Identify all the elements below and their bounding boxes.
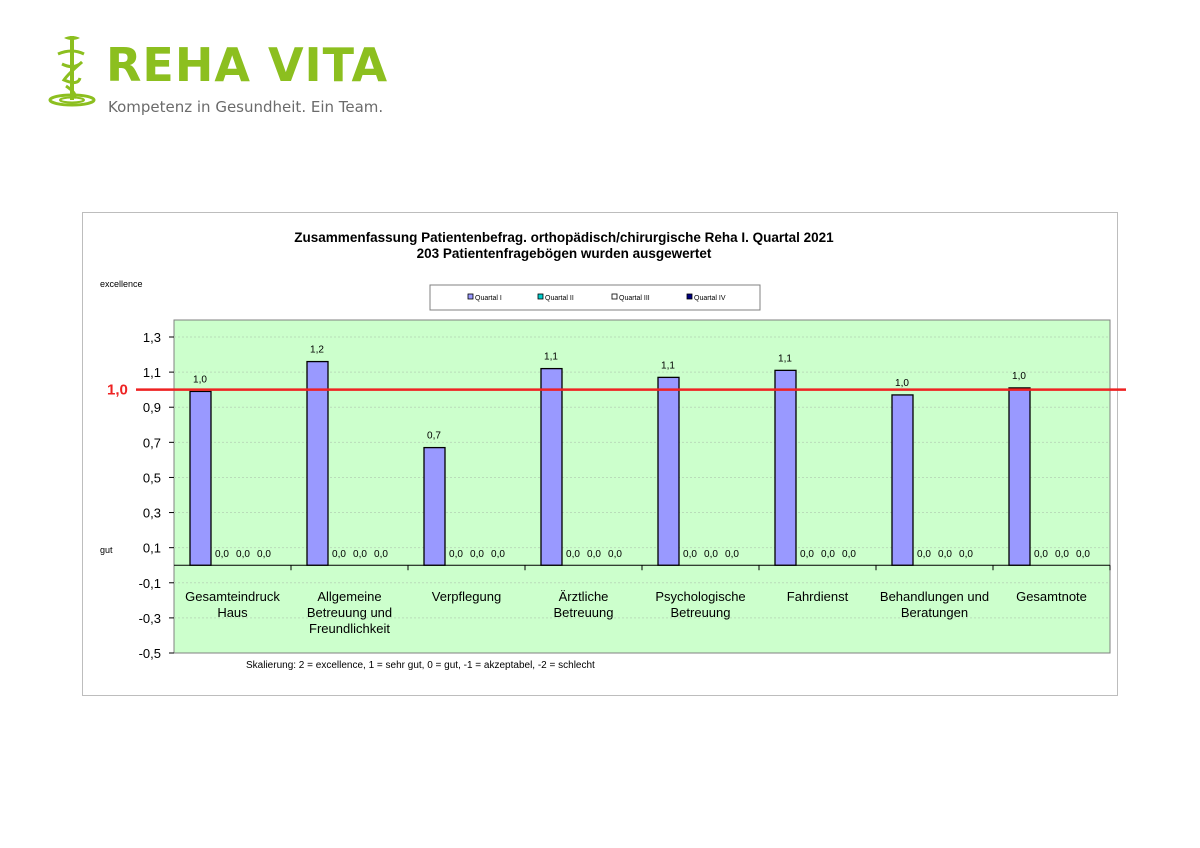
reha-vita-logo: REHA VITA Kompetenz in Gesundheit. Ein T… [44, 34, 404, 124]
legend: Quartal I Quartal II Quartal III Quartal IV [429, 284, 761, 311]
bar-quartal-1 [540, 367, 563, 566]
chart-title: Zusammenfassung Patientenbefrag. orthopä… [294, 230, 834, 245]
bar-data-label: 0,0 [683, 549, 697, 560]
chart-footnote: Skalierung: 2 = excellence, 1 = sehr gut… [246, 660, 595, 671]
bar-quartal-1 [189, 390, 212, 566]
category-label: Ärztliche Betreuung [554, 589, 614, 620]
bar-data-label: 0,7 [427, 431, 441, 442]
bar-data-label: 1,1 [661, 360, 675, 371]
category-label-line: Betreuung [554, 605, 614, 620]
reference-line-label: 1,0 [107, 382, 128, 399]
category-label: Gesamtnote [1016, 589, 1087, 604]
chart-subtitle: 203 Patientenfragebögen wurden ausgewert… [417, 246, 712, 261]
bar-data-label: 0,0 [491, 549, 505, 560]
bar-data-label: 0,0 [236, 549, 250, 560]
bar-quartal-1 [774, 369, 797, 566]
bar-data-label: 0,0 [917, 549, 931, 560]
bar-data-label: 0,0 [587, 549, 601, 560]
y-tick-label: 0,5 [143, 470, 161, 485]
category-label-line: Betreuung [671, 605, 731, 620]
legend-swatch [611, 293, 618, 300]
bar-data-label: 0,0 [1034, 549, 1048, 560]
bar-data-label: 0,0 [842, 549, 856, 560]
bar-data-label: 0,0 [959, 549, 973, 560]
bar-data-label: 0,0 [725, 549, 739, 560]
bar-data-label: 1,0 [1012, 371, 1026, 382]
bar-data-label: 0,0 [1076, 549, 1090, 560]
bar-data-label: 1,1 [544, 352, 558, 363]
legend-swatch [537, 293, 544, 300]
category-label-line: Gesamtnote [1016, 589, 1087, 604]
category-label: Verpflegung [432, 589, 501, 604]
y-tick-label: 1,3 [143, 330, 161, 345]
bar-data-label: 0,0 [449, 549, 463, 560]
y-tick-label: -0,5 [139, 646, 161, 661]
bar-data-label: 1,0 [193, 374, 207, 385]
bar-quartal-1 [1008, 387, 1031, 566]
bar-data-label: 0,0 [821, 549, 835, 560]
legend-label: Quartal I [475, 295, 502, 302]
bar-data-label: 0,0 [1055, 549, 1069, 560]
bar-data-label: 0,0 [470, 549, 484, 560]
legend-swatch [467, 293, 474, 300]
bar-data-label: 0,0 [374, 549, 388, 560]
bar-data-label: 0,0 [608, 549, 622, 560]
category-label-line: Haus [217, 605, 248, 620]
bar-quartal-1 [891, 394, 914, 566]
legend-box [429, 284, 761, 311]
category-label-line: Betreuung und [307, 605, 392, 620]
bar-quartal-1 [657, 376, 680, 566]
legend-label: Quartal IV [694, 295, 726, 302]
bar-data-label: 0,0 [353, 549, 367, 560]
category-label-line: Fahrdienst [787, 589, 849, 604]
bar-data-label: 0,0 [704, 549, 718, 560]
category-label-line: Gesamteindruck [185, 589, 280, 604]
category-label-line: Behandlungen und [880, 589, 989, 604]
category-label: Gesamteindruck Haus [185, 589, 280, 620]
chart-container [82, 212, 1118, 696]
y-tick-label: 0,7 [143, 435, 161, 450]
bar-data-label: 1,2 [310, 345, 324, 356]
bar-data-label: 0,0 [938, 549, 952, 560]
y-tick-label: -0,1 [139, 576, 161, 591]
y-tick-label: 1,1 [143, 365, 161, 380]
bar-quartal-1 [423, 446, 446, 566]
plot-area [173, 319, 1111, 654]
bar-data-label: 0,0 [800, 549, 814, 560]
bar-data-label: 0,0 [215, 549, 229, 560]
bar-data-label: 0,0 [332, 549, 346, 560]
category-label-line: Ärztliche [559, 589, 609, 604]
bar-data-label: 0,0 [566, 549, 580, 560]
y-tick-label: 0,9 [143, 400, 161, 415]
category-label: Fahrdienst [787, 589, 849, 604]
category-label-line: Verpflegung [432, 589, 501, 604]
aesculapius-staff-icon [48, 36, 96, 107]
legend-label: Quartal II [545, 295, 574, 302]
bar-data-label: 0,0 [257, 549, 271, 560]
category-label-line: Freundlichkeit [309, 621, 390, 636]
logo-tagline: Kompetenz in Gesundheit. Ein Team. [108, 98, 384, 116]
category-label: Psychologische Betreuung [655, 589, 745, 620]
category-label: Behandlungen und Beratungen [880, 589, 989, 620]
bar-data-label: 1,0 [895, 378, 909, 389]
y-tick-label: 0,3 [143, 506, 161, 521]
legend-label: Quartal III [619, 295, 650, 302]
y-side-label-excellence: excellence [100, 279, 143, 289]
y-tick-label: 0,1 [143, 541, 161, 556]
category-label-line: Psychologische [655, 589, 745, 604]
bar-quartal-1 [306, 360, 329, 566]
y-side-label-gut: gut [100, 545, 113, 555]
category-label-line: Beratungen [901, 605, 968, 620]
category-label-line: Allgemeine [317, 589, 381, 604]
category-label: Allgemeine Betreuung und Freundlichkeit [307, 589, 392, 636]
bar-data-label: 1,1 [778, 353, 792, 364]
legend-swatch [686, 293, 693, 300]
logo-brand-name: REHA VITA [106, 38, 389, 92]
y-tick-label: -0,3 [139, 611, 161, 626]
